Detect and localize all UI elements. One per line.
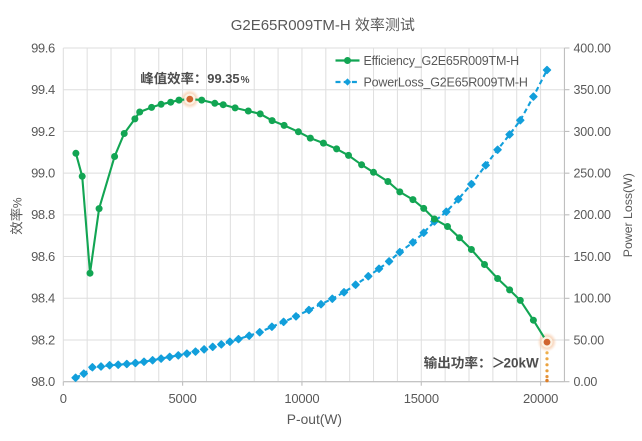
svg-text:G2E65R009TM-H: G2E65R009TM-H	[231, 17, 351, 34]
svg-text:99.0: 99.0	[31, 166, 55, 181]
svg-text:99.2: 99.2	[31, 124, 55, 139]
svg-text:50.00: 50.00	[574, 333, 605, 347]
svg-text:98.2: 98.2	[31, 332, 55, 347]
svg-text:100.00: 100.00	[574, 292, 612, 306]
svg-text:350.00: 350.00	[574, 83, 612, 97]
svg-text:20kW: 20kW	[504, 356, 540, 371]
svg-text:10000: 10000	[284, 391, 319, 406]
svg-text:20000: 20000	[523, 391, 558, 406]
svg-text:P-out(W): P-out(W)	[287, 412, 342, 427]
svg-text:%: %	[241, 75, 250, 86]
svg-text:99.6: 99.6	[31, 40, 55, 55]
svg-text:99.4: 99.4	[31, 82, 55, 97]
svg-text:400.00: 400.00	[574, 41, 612, 55]
svg-text:15000: 15000	[404, 391, 439, 406]
svg-text:Efficiency_G2E65R009TM-H: Efficiency_G2E65R009TM-H	[364, 54, 520, 68]
svg-text:0.00: 0.00	[574, 375, 598, 389]
svg-text:150.00: 150.00	[574, 250, 612, 264]
svg-text:98.4: 98.4	[31, 291, 55, 306]
svg-text:PowerLoss_G2E65R009TM-H: PowerLoss_G2E65R009TM-H	[364, 76, 528, 90]
svg-text:300.00: 300.00	[574, 125, 612, 139]
svg-text:98.6: 98.6	[31, 249, 55, 264]
svg-text:%: %	[10, 197, 24, 208]
svg-text:98.0: 98.0	[31, 374, 55, 389]
svg-text:98.8: 98.8	[31, 207, 55, 222]
svg-text:5000: 5000	[169, 391, 197, 406]
svg-text:99.35: 99.35	[207, 71, 239, 86]
svg-text:250.00: 250.00	[574, 167, 612, 181]
svg-text:Power Loss(W): Power Loss(W)	[621, 173, 635, 257]
svg-text:200.00: 200.00	[574, 208, 612, 222]
svg-text:0: 0	[60, 391, 67, 406]
